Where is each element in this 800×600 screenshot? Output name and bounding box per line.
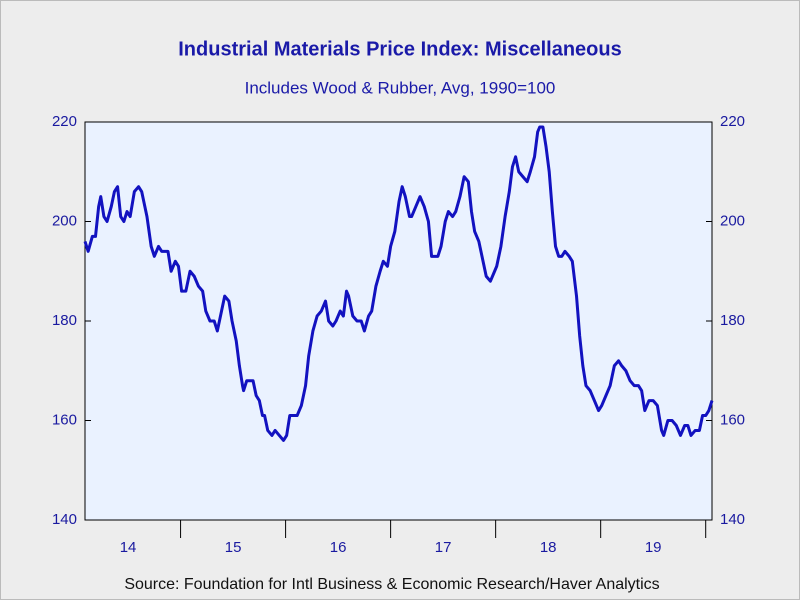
y-tick-label: 140 (52, 511, 77, 528)
x-tick-label: 15 (225, 539, 242, 556)
source-note: Source: Foundation for Intl Business & E… (124, 576, 659, 593)
plot-area (84, 121, 713, 521)
x-tick-label: 14 (120, 539, 137, 556)
y2-tick-label: 140 (720, 511, 745, 528)
x-tick-label: 18 (540, 539, 557, 556)
y2-tick-label: 220 (720, 113, 745, 130)
data-line (83, 125, 714, 442)
chart-title: Industrial Materials Price Index: Miscel… (178, 38, 622, 60)
y2-tick-label: 160 (720, 411, 745, 428)
y2-tick-label: 200 (720, 212, 745, 229)
y-tick-label: 160 (52, 411, 77, 428)
y-tick-label: 220 (52, 113, 77, 130)
x-tick-label: 19 (645, 539, 662, 556)
y-tick-label: 200 (52, 212, 77, 229)
y2-tick-label: 180 (720, 312, 745, 329)
y-tick-label: 180 (52, 312, 77, 329)
x-tick-label: 17 (435, 539, 452, 556)
x-tick-label: 16 (330, 539, 347, 556)
chart-subtitle: Includes Wood & Rubber, Avg, 1990=100 (245, 78, 556, 97)
